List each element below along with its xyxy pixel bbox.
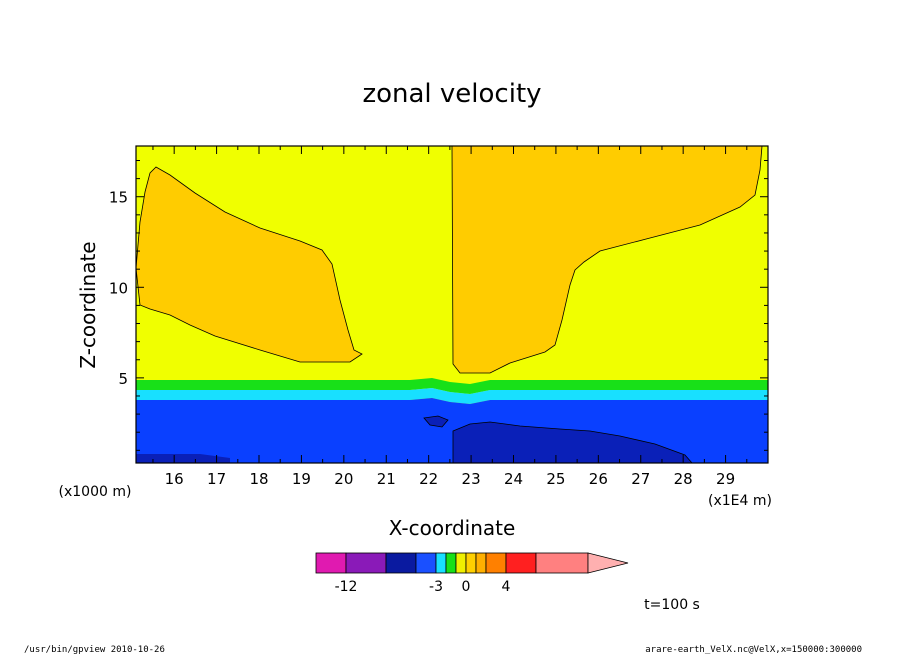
x-tick-label: 27 xyxy=(631,470,650,488)
y-tick-label: 15 xyxy=(109,189,128,207)
chart-title: zonal velocity xyxy=(362,79,541,109)
colorbar-segment xyxy=(455,552,467,574)
y-tick-label: 5 xyxy=(118,370,128,388)
colorbar-segment xyxy=(465,552,477,574)
colorbar-segment xyxy=(535,552,589,574)
x-tick-label: 17 xyxy=(207,470,226,488)
colorbar-segment xyxy=(315,552,347,574)
colorbar-tick-label: -12 xyxy=(335,579,358,595)
upper-positive-region-right xyxy=(451,145,763,374)
colorbar-segment xyxy=(435,552,447,574)
footer-right: arare-earth_VelX.nc@VelX,x=150000:300000 xyxy=(645,645,862,654)
time-label: t=100 s xyxy=(644,597,700,613)
strong-negative-blob xyxy=(423,415,449,428)
x-tick-label: 24 xyxy=(504,470,523,488)
colorbar-tick-label: 4 xyxy=(502,579,511,595)
x-tick-label: 16 xyxy=(165,470,184,488)
colorbar-segment xyxy=(485,552,507,574)
x-tick-label: 21 xyxy=(377,470,396,488)
x-tick-label: 25 xyxy=(546,470,565,488)
y-tick-label: 10 xyxy=(109,279,128,297)
x-scale-label: (x1E4 m) xyxy=(708,493,772,509)
colorbar-segment xyxy=(415,552,437,574)
x-unit-label: (x1000 m) xyxy=(59,484,132,500)
colorbar-segment xyxy=(445,552,457,574)
y-axis-ticks: 5 10 15 xyxy=(109,159,768,451)
colorbar-segment xyxy=(385,552,417,574)
plot-area xyxy=(135,145,769,464)
x-tick-label: 22 xyxy=(419,470,438,488)
colorbar-arrow xyxy=(587,552,629,574)
x-tick-label: 23 xyxy=(462,470,481,488)
x-axis-ticks: 16 17 18 19 20 21 22 23 24 25 26 27 28 29 xyxy=(152,146,748,488)
y-axis-label: Z-coordinate xyxy=(76,241,100,368)
colorbar-segment xyxy=(475,552,487,574)
colorbar-labels: -12 -3 0 4 xyxy=(335,579,511,595)
colorbar-tick-label: -3 xyxy=(429,579,443,595)
strong-negative-floor xyxy=(136,454,230,463)
plot-frame xyxy=(135,145,769,464)
x-tick-label: 20 xyxy=(334,470,353,488)
upper-positive-region-left xyxy=(135,166,363,363)
x-tick-label: 26 xyxy=(589,470,608,488)
x-tick-label: 19 xyxy=(292,470,311,488)
x-tick-label: 18 xyxy=(249,470,268,488)
footer-left: /usr/bin/gpview 2010-10-26 xyxy=(24,645,165,654)
colorbar-tick-label: 0 xyxy=(462,579,471,595)
x-tick-label: 29 xyxy=(716,470,735,488)
x-tick-label: 28 xyxy=(674,470,693,488)
x-axis-label: X-coordinate xyxy=(389,516,516,540)
colorbar xyxy=(315,552,629,574)
colorbar-segment xyxy=(505,552,537,574)
colorbar-segment xyxy=(345,552,387,574)
